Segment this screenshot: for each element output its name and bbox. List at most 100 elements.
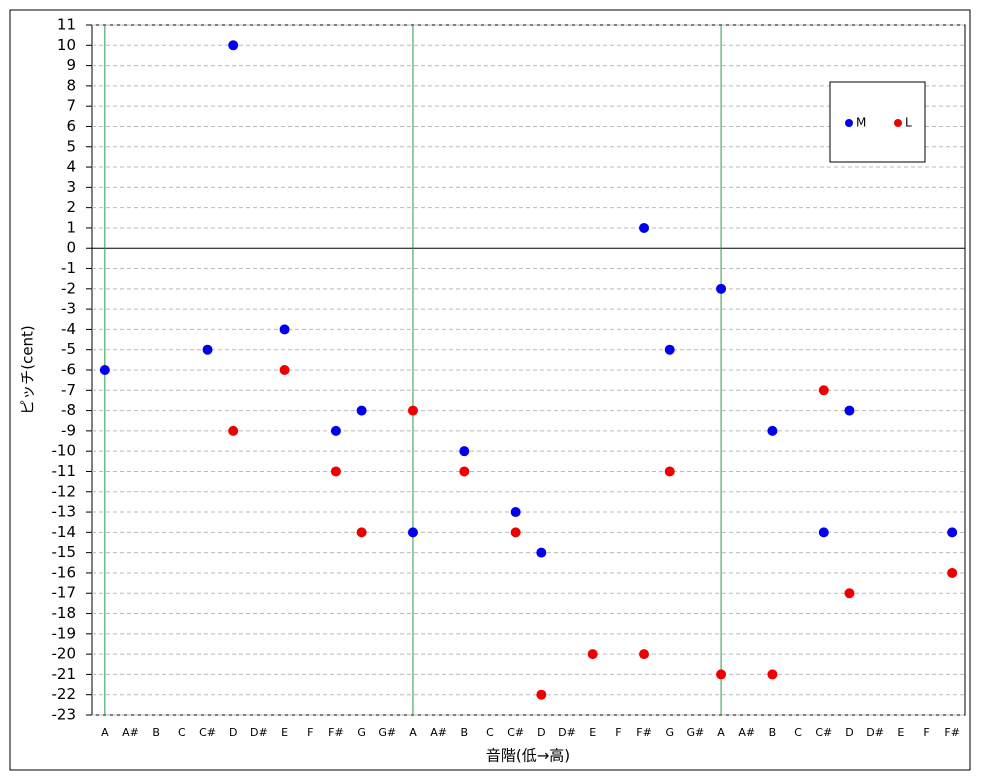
- point: [228, 425, 239, 436]
- x-tick-label: B: [152, 726, 160, 739]
- y-tick-label: -15: [52, 543, 77, 561]
- y-tick-label: 6: [66, 117, 76, 135]
- point: [228, 40, 239, 51]
- x-tick-label: C#: [507, 726, 524, 739]
- y-axis-title: ピッチ(cent): [19, 325, 37, 415]
- legend-marker: [845, 119, 853, 127]
- y-tick-label: 10: [57, 36, 76, 54]
- point: [587, 649, 598, 660]
- x-tick-label: G: [357, 726, 366, 739]
- x-tick-label: G#: [378, 726, 396, 739]
- x-tick-label: F: [307, 726, 313, 739]
- point: [459, 446, 470, 457]
- y-tick-label: 0: [66, 239, 76, 257]
- y-tick-label: -13: [52, 503, 77, 521]
- point: [664, 344, 675, 355]
- y-tick-label: 1: [66, 218, 76, 236]
- x-tick-label: E: [897, 726, 904, 739]
- point: [947, 567, 958, 578]
- y-tick-label: -17: [52, 584, 77, 602]
- y-tick-label: 11: [57, 16, 76, 34]
- point: [767, 425, 778, 436]
- y-tick-label: 9: [66, 56, 76, 74]
- x-tick-label: F#: [328, 726, 344, 739]
- y-tick-label: -14: [52, 523, 77, 541]
- x-tick-label: D: [537, 726, 545, 739]
- x-tick-label: C#: [199, 726, 216, 739]
- point: [407, 527, 418, 538]
- y-tick-label: -22: [52, 685, 77, 703]
- point: [459, 466, 470, 477]
- x-tick-label: F: [615, 726, 621, 739]
- y-tick-label: -11: [52, 462, 77, 480]
- point: [330, 466, 341, 477]
- point: [510, 507, 521, 518]
- x-tick-label: A: [409, 726, 417, 739]
- x-tick-label: G: [665, 726, 674, 739]
- x-tick-label: D#: [558, 726, 576, 739]
- y-tick-label: 5: [66, 137, 76, 155]
- point: [279, 365, 290, 375]
- y-tick-label: -10: [52, 442, 77, 460]
- frame: [9, 9, 971, 771]
- y-tick-label: -23: [52, 706, 77, 724]
- x-tick-label: C#: [815, 726, 832, 739]
- y-tick-label: -19: [52, 624, 77, 642]
- point: [818, 527, 829, 538]
- x-tick-label: A: [101, 726, 109, 739]
- y-tick-label: -5: [61, 340, 76, 358]
- y-tick-label: 7: [66, 97, 76, 115]
- x-tick-label: E: [281, 726, 288, 739]
- x-tick-label: C: [794, 726, 802, 739]
- point: [844, 405, 855, 416]
- x-tick-label: E: [589, 726, 596, 739]
- point: [818, 385, 829, 396]
- point: [536, 547, 547, 558]
- point: [99, 365, 110, 375]
- x-tick-label: D: [229, 726, 237, 739]
- point: [947, 527, 958, 538]
- y-tick-label: 3: [66, 178, 76, 196]
- point: [716, 283, 727, 294]
- x-tick-label: A#: [122, 726, 139, 739]
- x-axis-title: 音階(低→高): [486, 747, 570, 765]
- point: [330, 425, 341, 436]
- y-tick-label: -7: [61, 381, 76, 399]
- x-tick-label: G#: [687, 726, 705, 739]
- y-tick-label: 2: [66, 198, 76, 216]
- x-tick-label: C: [178, 726, 186, 739]
- y-tick-label: -12: [52, 482, 77, 500]
- y-tick-label: -16: [52, 563, 77, 581]
- x-tick-label: F#: [636, 726, 652, 739]
- x-tick-label: D#: [866, 726, 884, 739]
- y-tick-label: -6: [61, 361, 76, 379]
- y-tick-label: -18: [52, 604, 77, 622]
- point: [356, 405, 367, 416]
- point: [510, 527, 521, 538]
- point: [202, 344, 213, 355]
- y-tick-label: -3: [61, 300, 76, 318]
- x-tick-label: A#: [738, 726, 755, 739]
- point: [639, 222, 650, 233]
- point: [639, 649, 650, 660]
- legend-label: M: [856, 116, 866, 130]
- y-tick-label: -20: [52, 645, 77, 663]
- legend-marker: [894, 119, 902, 127]
- x-tick-label: C: [486, 726, 494, 739]
- point: [407, 405, 418, 416]
- point: [279, 324, 290, 335]
- point: [536, 689, 547, 700]
- x-tick-label: F: [923, 726, 929, 739]
- y-tick-label: -4: [61, 320, 76, 338]
- y-tick-label: -2: [61, 279, 76, 297]
- y-tick-label: 8: [66, 76, 76, 94]
- x-tick-label: B: [769, 726, 777, 739]
- legend-label: L: [905, 116, 912, 130]
- y-tick-label: -9: [61, 421, 76, 439]
- x-tick-label: B: [461, 726, 469, 739]
- y-tick-label: -1: [61, 259, 76, 277]
- point: [767, 669, 778, 680]
- x-tick-label: A: [717, 726, 725, 739]
- x-tick-label: A#: [430, 726, 447, 739]
